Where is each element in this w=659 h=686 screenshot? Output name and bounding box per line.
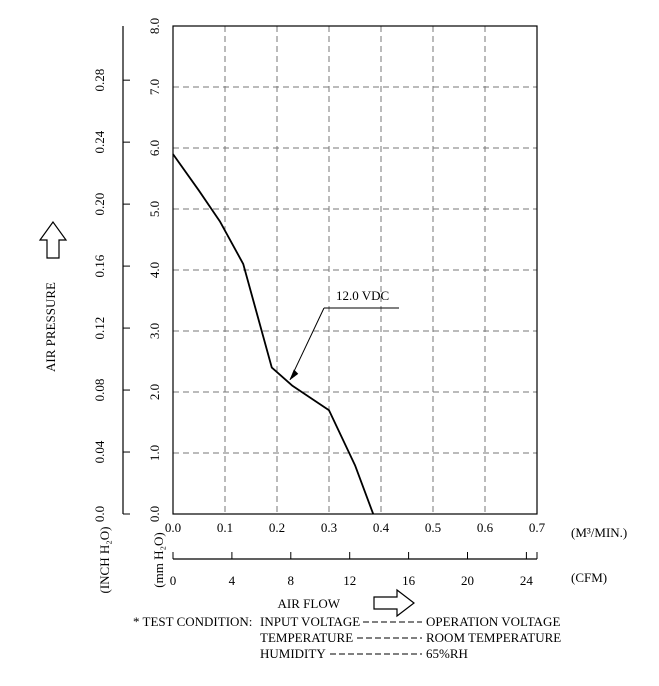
x-axis-title: AIR FLOW: [278, 596, 341, 611]
x2-tick-label: 20: [461, 573, 474, 588]
x2-tick-label: 24: [520, 573, 534, 588]
y-inch-unit-label: (INCH H₂O): [97, 527, 112, 594]
condition-label-input-voltage: INPUT VOLTAGE: [260, 614, 361, 629]
y-inch-tick-label: 0.24: [92, 130, 107, 153]
condition-label-humidity: HUMIDITY: [260, 646, 326, 661]
y-inch-tick-label: 0.04: [92, 440, 107, 463]
y-mm-unit-label: (mm H₂O): [151, 532, 166, 587]
y-mm-tick-label: 8.0: [147, 18, 162, 34]
x-tick-label: 0.7: [529, 520, 546, 535]
x2-tick-label: 4: [229, 573, 236, 588]
x-tick-label: 0.1: [217, 520, 233, 535]
x-tick-label: 0.6: [477, 520, 494, 535]
grid-layer: [173, 26, 537, 514]
y-inch-tick-label: 0.16: [92, 254, 107, 277]
condition-value-temperature: ROOM TEMPERATURE: [426, 630, 562, 645]
plot-frame: [172, 25, 538, 515]
series-layer: [172, 153, 375, 515]
x2-tick-label: 16: [402, 573, 416, 588]
x-unit-label: (M³/MIN.): [571, 525, 627, 540]
series-line: [172, 153, 375, 515]
x-tick-label: 0.3: [321, 520, 337, 535]
y-mm-tick-label: 1.0: [147, 445, 162, 461]
tick-label-layer: 0.0 0.1 0.2 0.3 0.4 0.5 0.6 0.7 0.0 1.0 2.0 3.0 4.0 5…: [43, 18, 627, 611]
x-tick-label: 0.2: [269, 520, 285, 535]
x2-unit-label: (CFM): [571, 570, 607, 585]
condition-value-input-voltage: OPERATION VOLTAGE: [426, 614, 561, 629]
y-axis-title: AIR PRESSURE: [43, 282, 58, 372]
y-mm-tick-label: 4.0: [147, 262, 162, 278]
annotation-arrowhead: [289, 369, 299, 381]
x-tick-label: 0.5: [425, 520, 441, 535]
axis-layer: [122, 25, 538, 560]
up-arrow-icon: [38, 220, 68, 259]
condition-label-temperature: TEMPERATURE: [260, 630, 354, 645]
x2-tick-label: 0: [170, 573, 177, 588]
y-inch-tick-label: 0.0: [92, 506, 107, 522]
y-mm-tick-label: 5.0: [147, 201, 162, 217]
y-inch-tick-label: 0.12: [92, 317, 107, 340]
y-mm-tick-label: 3.0: [147, 323, 162, 339]
x-tick-label: 0.4: [373, 520, 390, 535]
y-inch-tick-label: 0.20: [92, 193, 107, 216]
series-annotation-label: 12.0 VDC: [336, 288, 389, 303]
x2-tick-label: 8: [288, 573, 295, 588]
x2-tick-label: 12: [343, 573, 356, 588]
y-mm-tick-label: 2.0: [147, 384, 162, 400]
annotation-leader: [289, 307, 325, 381]
y-inch-tick-label: 0.08: [92, 379, 107, 402]
condition-value-humidity: 65%RH: [426, 646, 468, 661]
y-mm-tick-label: 7.0: [147, 79, 162, 95]
test-condition-prefix: * TEST CONDITION:: [133, 614, 253, 629]
y-inch-tick-label: 0.28: [92, 69, 107, 92]
y-mm-tick-label: 0.0: [147, 506, 162, 522]
x-tick-label: 0.0: [165, 520, 181, 535]
annotation-layer: 12.0 VDC: [38, 220, 415, 618]
y-mm-tick-label: 6.0: [147, 140, 162, 156]
right-arrow-icon: [373, 588, 415, 618]
